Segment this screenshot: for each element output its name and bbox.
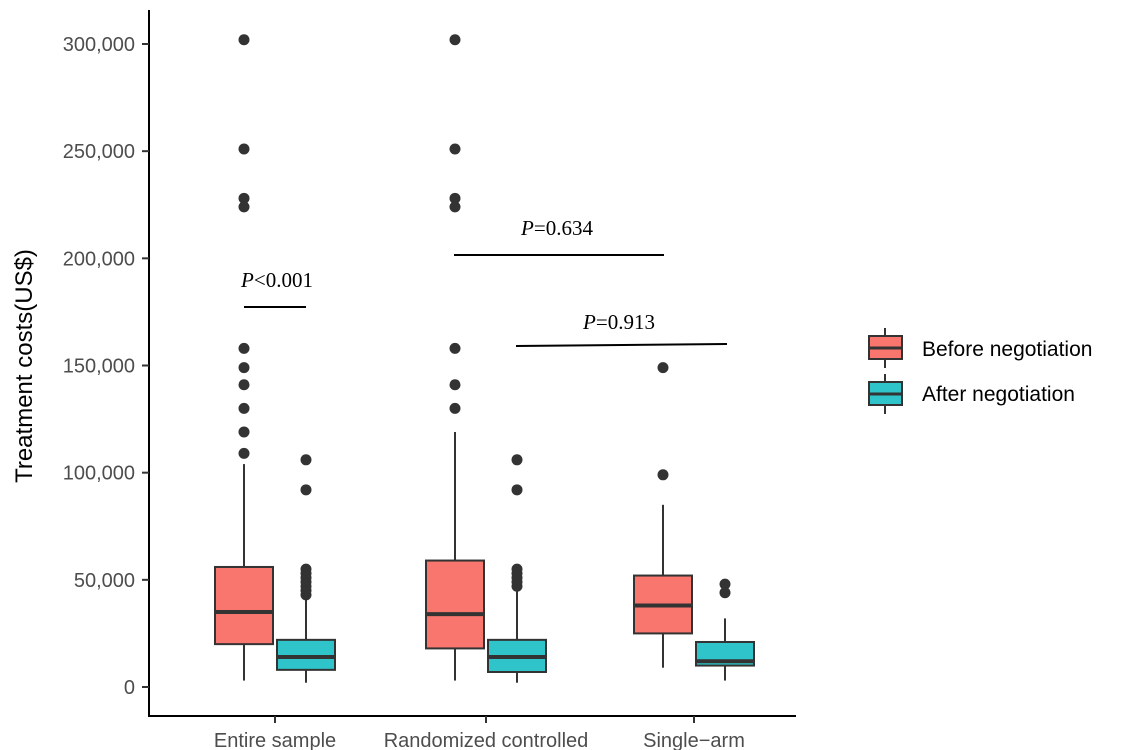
annotation-p-symbol: P — [520, 216, 534, 240]
outlier-point — [449, 201, 461, 213]
outlier-point — [238, 402, 250, 414]
annotation-p-value: =0.913 — [596, 310, 655, 334]
annotation-p-symbol: P — [240, 268, 254, 292]
outlier-point — [238, 143, 250, 155]
y-axis-title: Treatment costs(US$) — [11, 249, 38, 483]
box-before — [633, 362, 693, 668]
outlier-point — [511, 454, 523, 466]
outlier-point — [238, 342, 250, 354]
box-before — [214, 34, 274, 681]
x-tick-label: Randomized controlled — [384, 730, 589, 750]
annotation-p-value: =0.634 — [534, 216, 594, 240]
outlier-point — [657, 362, 669, 374]
svg-text:P=0.913: P=0.913 — [582, 310, 655, 334]
legend-label-after: After negotiation — [922, 383, 1075, 406]
outlier-point — [449, 34, 461, 46]
svg-text:P=0.634: P=0.634 — [520, 216, 593, 240]
outlier-point — [238, 34, 250, 46]
y-tick-label: 100,000 — [63, 463, 135, 485]
outlier-point — [300, 454, 312, 466]
annotation-rct-vs-single-arm: P=0.634 — [454, 216, 664, 256]
outlier-point — [238, 201, 250, 213]
box-after — [276, 454, 336, 683]
y-tick-label: 200,000 — [63, 248, 135, 270]
outlier-point — [657, 469, 669, 481]
annotation-p-value: <0.001 — [254, 268, 313, 292]
outlier-point — [300, 484, 312, 496]
box-iqr — [276, 638, 336, 671]
y-ticks: 0 50,000 100,000 150,000 200,000 250,000 300,0… — [63, 34, 149, 699]
outlier-point — [449, 143, 461, 155]
x-tick-label: Single−arm — [643, 730, 745, 750]
outlier-point — [449, 342, 461, 354]
x-tick-label: Entire sample — [214, 730, 336, 750]
legend-item-before: Before negotiation — [868, 328, 1092, 368]
y-tick-label: 150,000 — [63, 356, 135, 378]
box-iqr — [214, 565, 274, 646]
annotation-entire-sample: P<0.001 — [240, 268, 313, 308]
outlier-point — [238, 447, 250, 459]
legend-label-before: Before negotiation — [922, 338, 1092, 361]
y-tick-label: 50,000 — [74, 570, 135, 592]
box-after — [695, 578, 755, 681]
box-after — [487, 454, 547, 683]
legend: Before negotiation After negotiation — [868, 328, 1092, 414]
outlier-point — [449, 402, 461, 414]
legend-item-after: After negotiation — [868, 374, 1075, 414]
box-before — [425, 34, 485, 681]
outlier-point — [238, 379, 250, 391]
outlier-point — [300, 563, 312, 575]
outlier-point — [719, 587, 731, 599]
y-tick-label: 250,000 — [63, 141, 135, 163]
outlier-point — [719, 578, 731, 590]
outlier-point — [238, 426, 250, 438]
svg-text:P<0.001: P<0.001 — [240, 268, 313, 292]
annotation-bracket — [515, 343, 728, 347]
outlier-point — [449, 192, 461, 204]
y-tick-label: 300,000 — [63, 34, 135, 56]
outlier-point — [238, 362, 250, 374]
outlier-point — [511, 484, 523, 496]
outlier-point — [449, 379, 461, 391]
outlier-point — [511, 563, 523, 575]
y-tick-label: 0 — [124, 677, 135, 699]
annotation-p-symbol: P — [582, 310, 596, 334]
box-iqr — [425, 559, 485, 650]
outlier-point — [238, 192, 250, 204]
x-ticks: Entire sample Randomized controlled Single… — [214, 716, 745, 750]
annotation-after-rct-vs-single-arm: P=0.913 — [515, 310, 728, 347]
boxes — [214, 34, 755, 683]
